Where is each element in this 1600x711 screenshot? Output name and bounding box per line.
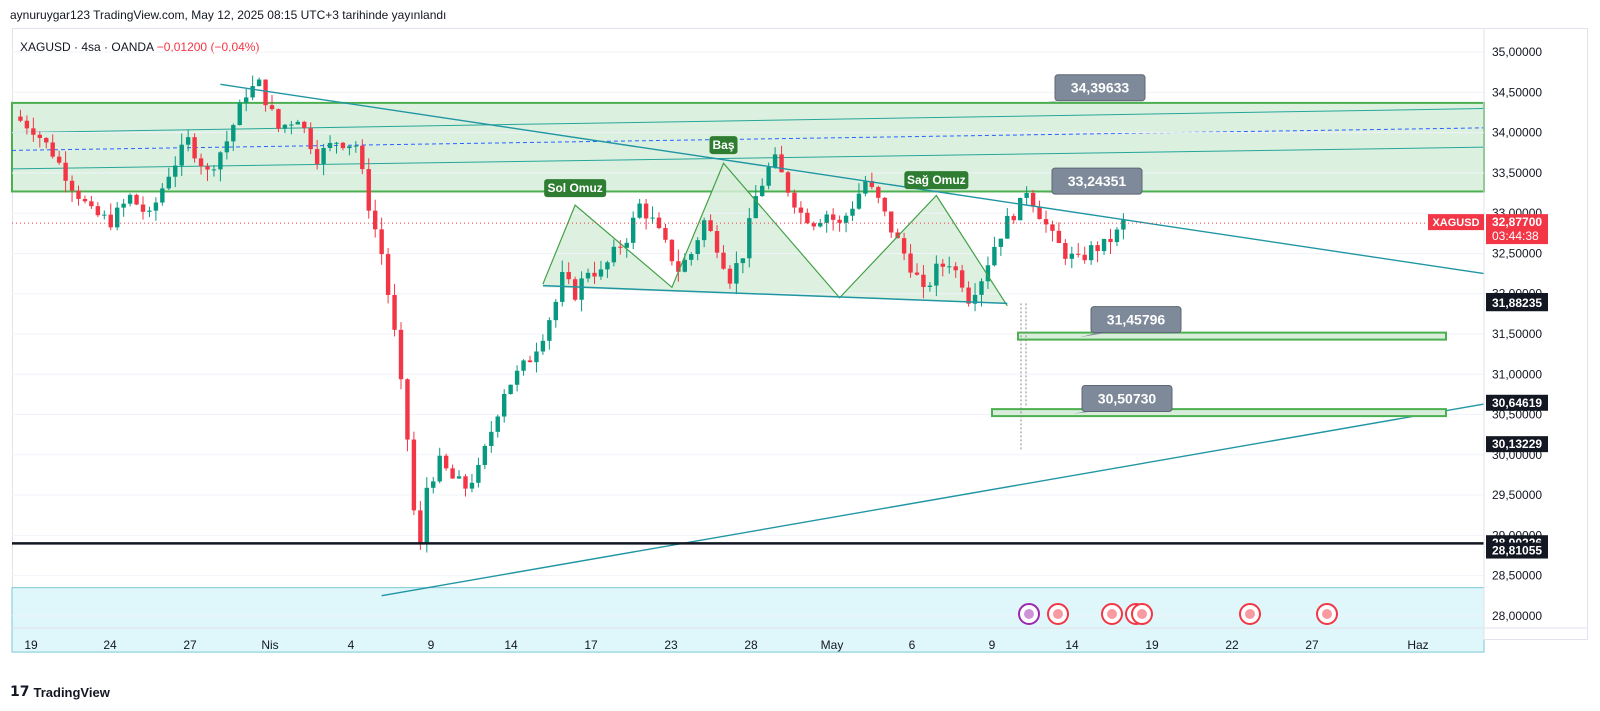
time-tick: Haz: [1407, 638, 1428, 652]
time-tick: May: [821, 638, 844, 652]
time-tick: 27: [183, 638, 197, 652]
time-tick: 19: [24, 638, 38, 652]
time-tick: 6: [909, 638, 916, 652]
time-tick: 23: [664, 638, 678, 652]
brand-name: TradingView: [33, 684, 110, 700]
tradingview-logo-icon: 17: [10, 684, 30, 700]
time-tick: 24: [103, 638, 117, 652]
time-tick: 22: [1225, 638, 1239, 652]
publisher-header: aynuruygar123 TradingView.com, May 12, 2…: [10, 8, 447, 22]
time-tick: Nis: [261, 638, 278, 652]
time-tick: 9: [989, 638, 996, 652]
tradingview-brand: 17 TradingView: [10, 684, 110, 700]
time-tick: 17: [584, 638, 598, 652]
time-tick: 27: [1305, 638, 1319, 652]
chart-frame: [12, 28, 1588, 640]
time-tick: 14: [1065, 638, 1079, 652]
time-tick: 4: [348, 638, 355, 652]
symbol-info: XAGUSD · 4sa · OANDA: [20, 40, 154, 54]
time-tick: 28: [744, 638, 758, 652]
time-tick: 14: [504, 638, 518, 652]
price-change: −0,01200 (−0,04%): [156, 40, 260, 54]
time-tick: 19: [1145, 638, 1159, 652]
time-tick: 9: [428, 638, 435, 652]
symbol-legend: XAGUSD · 4sa · OANDA −0,01200 (−0,04%): [20, 40, 259, 54]
